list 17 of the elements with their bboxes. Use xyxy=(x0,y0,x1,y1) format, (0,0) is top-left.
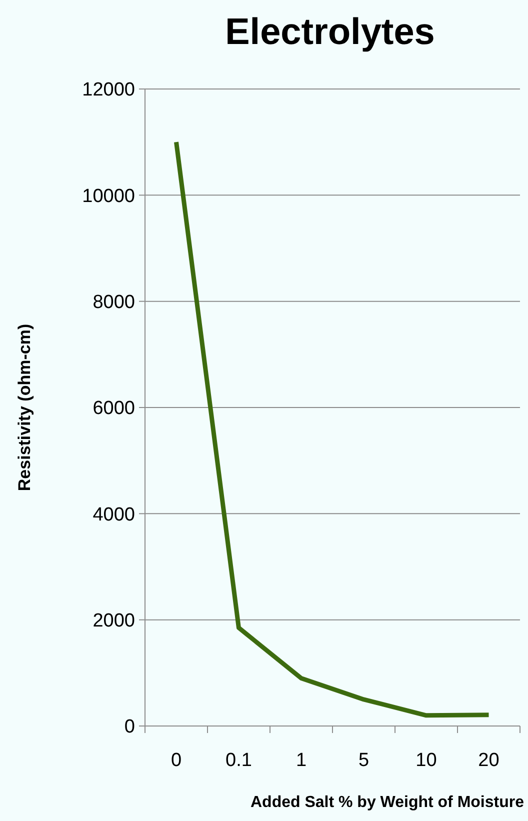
x-tick-label: 0 xyxy=(170,750,182,771)
y-tick-label: 8000 xyxy=(92,292,135,313)
x-tick-label: 0.1 xyxy=(226,750,252,771)
y-tick-label: 2000 xyxy=(92,610,135,632)
x-tick-label: 20 xyxy=(478,750,500,771)
chart-title: Electrolytes xyxy=(225,11,435,52)
y-tick-label: 10000 xyxy=(82,186,135,207)
y-tick-label: 0 xyxy=(124,716,135,738)
y-tick-label: 12000 xyxy=(82,80,135,101)
y-tick-label: 6000 xyxy=(92,398,135,420)
x-tick-label: 5 xyxy=(358,750,370,771)
line-series xyxy=(174,140,491,718)
x-tick-label: 1 xyxy=(296,750,307,771)
x-tick-label: 10 xyxy=(416,750,437,771)
x-axis-title: Added Salt % by Weight of Moisture xyxy=(250,794,524,811)
y-tick-label: 4000 xyxy=(92,504,135,526)
y-axis-title: Resistivity (ohm-cm) xyxy=(15,324,34,492)
